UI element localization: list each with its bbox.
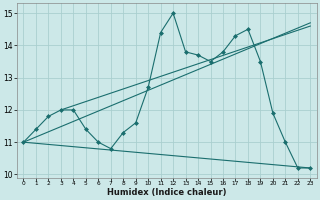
X-axis label: Humidex (Indice chaleur): Humidex (Indice chaleur) (107, 188, 227, 197)
